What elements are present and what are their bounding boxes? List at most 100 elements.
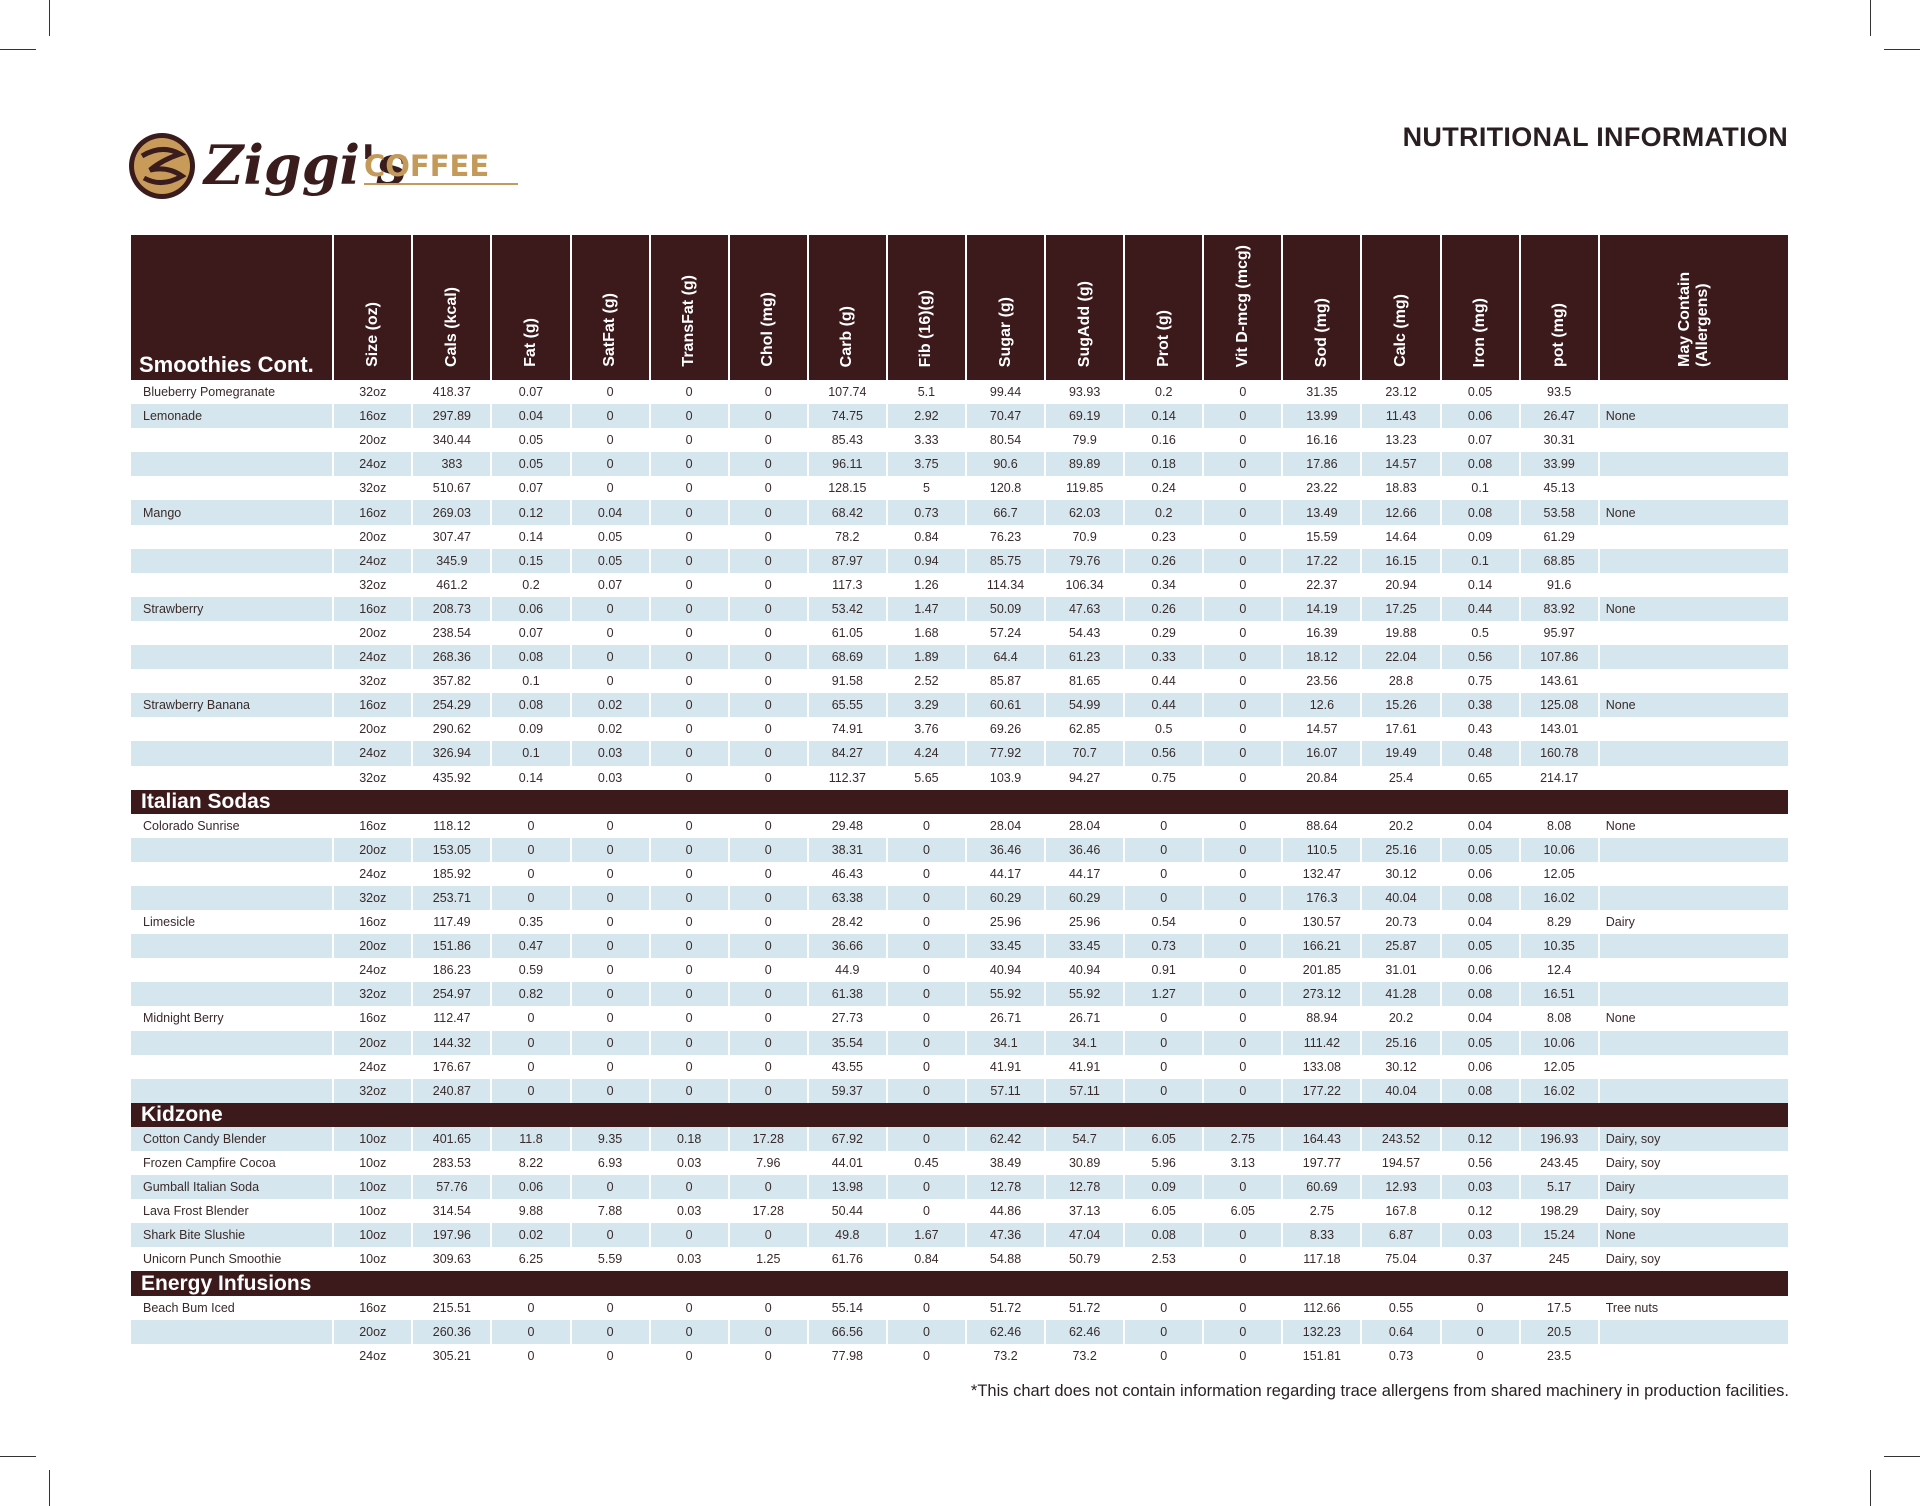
- value-cell: 107.86: [1518, 645, 1599, 670]
- item-name: Blueberry Pomegranate: [143, 385, 276, 400]
- allergens: [1597, 524, 1788, 549]
- value-cell: 0.65: [1439, 765, 1520, 790]
- value-cell: 79.9: [1044, 428, 1125, 453]
- value-cell: 0: [1202, 910, 1283, 935]
- value-cell: 0.05: [569, 524, 650, 549]
- value-cell: 0.08: [490, 693, 571, 718]
- value-cell: 0: [885, 934, 966, 959]
- value-cell: 30.31: [1518, 428, 1599, 453]
- value-cell: 0: [648, 476, 729, 501]
- value-cell: 0: [648, 380, 729, 405]
- item-name: Limesicle: [143, 915, 196, 930]
- value-cell: 0.1: [490, 669, 571, 694]
- value-cell: 0: [490, 1343, 571, 1368]
- value-cell: 14.19: [1281, 596, 1362, 621]
- value-cell: 0: [569, 1175, 650, 1200]
- value-cell: 0: [885, 1343, 966, 1368]
- value-cell: 34.1: [964, 1030, 1046, 1055]
- value-cell: 41.28: [1360, 982, 1441, 1007]
- value-cell: 85.43: [806, 428, 887, 453]
- item-name: [131, 958, 333, 982]
- value-cell: 9.88: [490, 1199, 571, 1224]
- item-name: [131, 862, 333, 886]
- item-name: Lemonade: [131, 404, 334, 429]
- value-cell: 0: [1123, 1030, 1204, 1055]
- value-cell: 0.05: [490, 452, 571, 477]
- value-cell: 30.12: [1360, 861, 1441, 886]
- allergens: [1597, 1319, 1788, 1344]
- value-cell: 0.23: [1123, 524, 1204, 549]
- value-cell: 297.89: [411, 404, 492, 429]
- value-cell: 0.45: [885, 1151, 966, 1176]
- value-cell: 0: [727, 934, 808, 959]
- value-cell: 0: [569, 1078, 650, 1103]
- value-cell: 49.8: [806, 1223, 887, 1248]
- allergens: [1597, 645, 1788, 670]
- value-cell: 32oz: [332, 765, 413, 790]
- value-cell: 0: [1202, 934, 1283, 959]
- value-cell: 47.63: [1044, 596, 1125, 621]
- value-cell: 254.29: [411, 693, 492, 718]
- table-row: Gumball Italian Soda 10oz 57.76 0.06 0 0 0 13.9…: [131, 1175, 1788, 1200]
- value-cell: 70.9: [1044, 524, 1125, 549]
- value-cell: 16.02: [1518, 885, 1599, 911]
- value-cell: 10.06: [1518, 837, 1599, 862]
- table-row: 32oz 510.67 0.07 0 0 0 128.15 5 120.8 119.85 0.24 0…: [131, 476, 1788, 501]
- value-cell: 24oz: [332, 1054, 413, 1079]
- allergens: [1597, 934, 1788, 959]
- value-cell: 26.47: [1518, 404, 1599, 429]
- value-cell: 0: [569, 910, 650, 935]
- value-cell: 0: [569, 837, 650, 862]
- value-cell: 0: [885, 861, 966, 886]
- value-cell: 0: [569, 1030, 650, 1055]
- value-cell: 0: [727, 1319, 808, 1344]
- value-cell: 0.07: [1439, 428, 1520, 453]
- value-cell: 0: [490, 1078, 571, 1103]
- value-cell: 0.04: [569, 500, 650, 525]
- value-cell: 0: [1202, 669, 1283, 694]
- value-cell: 0: [727, 837, 808, 862]
- value-cell: 0: [1439, 1319, 1520, 1344]
- value-cell: 0.09: [1439, 524, 1520, 549]
- item-name: [131, 573, 333, 597]
- value-cell: 0: [1202, 982, 1283, 1007]
- table-row: Colorado Sunrise 16oz 118.12 0 0 0 0 29.48 0 28.0…: [131, 813, 1788, 838]
- value-cell: 0: [648, 861, 729, 886]
- value-cell: 62.46: [964, 1319, 1046, 1344]
- value-cell: 25.87: [1360, 934, 1441, 959]
- value-cell: 34.1: [1044, 1030, 1125, 1055]
- value-cell: 33.99: [1518, 452, 1599, 477]
- table-row: Shark Bite Slushie 10oz 197.96 0.02 0 0 0 49.8 1…: [131, 1223, 1788, 1248]
- value-cell: 0.06: [1439, 861, 1520, 886]
- value-cell: 0.1: [1439, 548, 1520, 573]
- item-name: Strawberry: [131, 596, 334, 621]
- value-cell: 5.65: [885, 765, 966, 790]
- value-cell: 0.08: [1439, 500, 1520, 525]
- table-row: 20oz 290.62 0.09 0.02 0 0 74.91 3.76 69.26 62.85 0…: [131, 717, 1788, 742]
- brand-sub: COFFEE: [364, 149, 489, 183]
- value-cell: 0: [569, 1223, 650, 1248]
- value-cell: 0.59: [490, 958, 571, 983]
- value-cell: 41.91: [964, 1054, 1046, 1079]
- value-cell: 0: [727, 1078, 808, 1103]
- value-cell: 269.03: [411, 500, 492, 525]
- value-cell: 10oz: [332, 1175, 413, 1200]
- value-cell: 0: [885, 813, 966, 838]
- value-cell: 0: [648, 596, 729, 621]
- value-cell: 164.43: [1281, 1126, 1362, 1151]
- value-cell: 2.92: [885, 404, 966, 429]
- value-cell: 0: [1202, 476, 1283, 501]
- column-header: SatFat (g): [569, 235, 650, 380]
- allergens: Dairy, soy: [1597, 1126, 1788, 1151]
- item-name: [131, 885, 334, 911]
- value-cell: 305.21: [411, 1343, 492, 1368]
- value-cell: 110.5: [1281, 837, 1362, 862]
- column-header: Size (oz): [332, 235, 413, 380]
- value-cell: 11.8: [490, 1126, 571, 1151]
- value-cell: 40.04: [1360, 1078, 1441, 1103]
- value-cell: 11.43: [1360, 404, 1441, 429]
- value-cell: 25.96: [964, 910, 1046, 935]
- value-cell: 18.12: [1281, 645, 1362, 670]
- value-cell: 0: [648, 982, 729, 1007]
- value-cell: 0.2: [490, 572, 571, 597]
